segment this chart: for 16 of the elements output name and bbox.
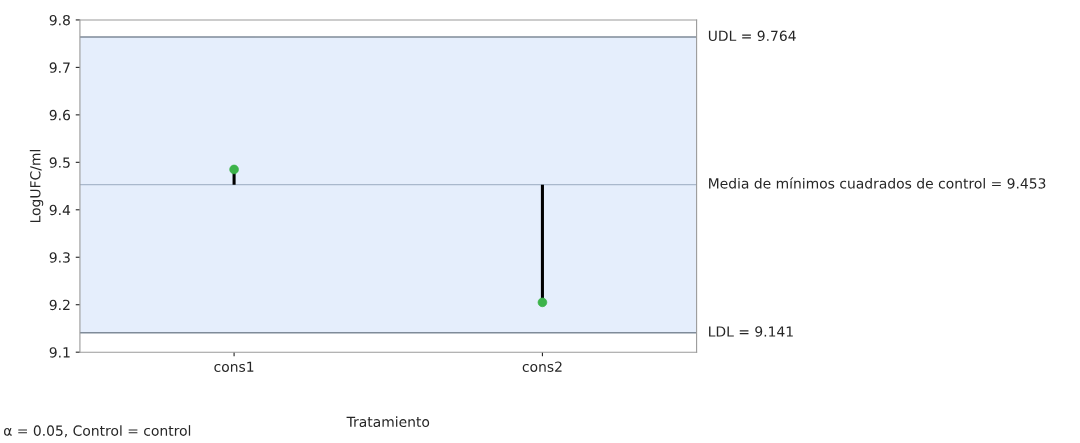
y-tick-label: 9.4 bbox=[49, 204, 71, 216]
y-tick-label: 9.8 bbox=[49, 14, 70, 26]
y-tick-label: 9.1 bbox=[49, 347, 70, 358]
y-tick-label: 9.3 bbox=[49, 252, 70, 263]
text: α = 0.05, Control = control bbox=[4, 425, 191, 438]
x-tick-label: cons1 bbox=[214, 361, 254, 372]
y-tick-label: 9.6 bbox=[49, 109, 71, 121]
x-tick-label: cons2 bbox=[522, 361, 562, 372]
ref-line-label: LDL = 9.141 bbox=[709, 326, 793, 337]
x-axis-title: Tratamiento bbox=[346, 416, 430, 428]
ref-line-label: Media de mínimos cuadrados de control = 9.453 bbox=[709, 177, 1046, 189]
y-tick-label: 9.2 bbox=[49, 299, 70, 311]
y-tick-label: 9.5 bbox=[49, 157, 70, 168]
y-tick-label: 9.7 bbox=[49, 62, 70, 73]
y-axis-title: LogUFC/ml bbox=[29, 150, 44, 223]
ref-line-label: UDL = 9.764 bbox=[708, 30, 796, 42]
